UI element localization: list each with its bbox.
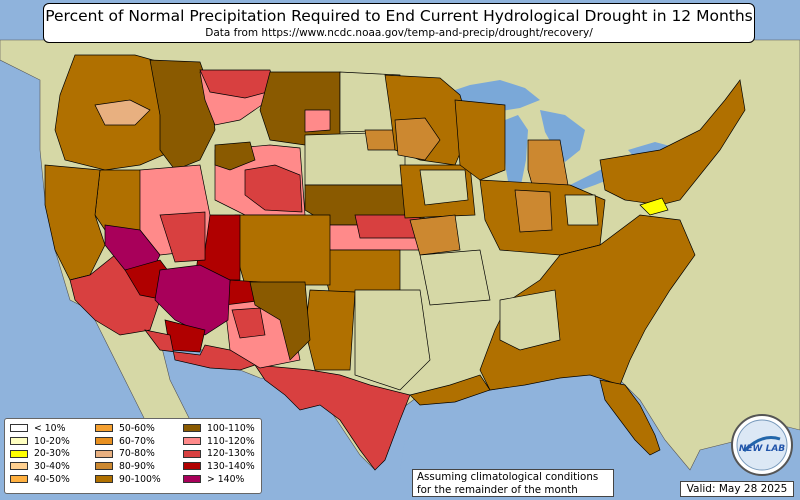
legend-column: 100-110% 110-120% 120-130% 130-140% > 140% (183, 422, 255, 485)
valid-date: Valid: May 28 2025 (680, 481, 794, 497)
region-mn-light (394, 117, 441, 161)
region-wy-brown (214, 141, 256, 171)
region-oh-terrain (564, 194, 599, 226)
legend-swatch (95, 424, 113, 433)
legend-item: 50-60% (95, 422, 161, 435)
legend-label: 50-60% (119, 422, 155, 434)
legend-label: 110-120% (207, 435, 255, 447)
legend-item: 60-70% (95, 435, 161, 448)
legend-swatch (10, 437, 28, 446)
legend-column: < 10% 10-20% 20-30% 30-40% 40-50% (10, 422, 70, 485)
region-ut-red (159, 211, 206, 263)
legend-label: 130-140% (207, 460, 255, 472)
region-nm-red2 (231, 307, 266, 339)
region-oh-light (514, 189, 553, 233)
region-az-purple (154, 264, 231, 336)
region-wa-light (94, 99, 151, 126)
legend-item: 120-130% (183, 447, 255, 460)
legend-item: 100-110% (183, 422, 255, 435)
region-fl (599, 379, 661, 456)
legend-swatch (10, 424, 28, 433)
region-ok (324, 249, 401, 296)
legend-label: 20-30% (34, 448, 70, 460)
region-ca-red (69, 254, 161, 336)
legend-swatch (95, 449, 113, 458)
legend-label: 10-20% (34, 435, 70, 447)
legend: < 10% 10-20% 20-30% 30-40% 40-50% 50-60% 60-7… (4, 418, 262, 494)
region-mo (409, 214, 461, 256)
region-mt-red (199, 69, 276, 99)
region-tx-brown (304, 289, 356, 371)
legend-item: > 140% (183, 473, 255, 486)
region-tx-red (254, 364, 411, 471)
legend-label: 120-130% (207, 448, 255, 460)
legend-item: 70-80% (95, 447, 161, 460)
gulf-of-mexico (400, 375, 650, 500)
logo-text: NEW LAB (739, 444, 785, 454)
assumption-note: Assuming climatological conditions for t… (412, 469, 614, 497)
title-box: Percent of Normal Precipitation Required… (43, 3, 755, 43)
note-line: Assuming climatological conditions (417, 471, 599, 483)
region-wy-red (244, 164, 303, 213)
region-se-terrain (499, 289, 561, 351)
legend-item: 40-50% (10, 473, 70, 486)
legend-item: < 10% (10, 422, 70, 435)
region-gulf-coast (409, 374, 491, 406)
legend-swatch (95, 437, 113, 446)
legend-item: 80-90% (95, 460, 161, 473)
legend-swatch (10, 449, 28, 458)
legend-label: 30-40% (34, 460, 70, 472)
legend-item: 30-40% (10, 460, 70, 473)
legend-swatch (183, 462, 201, 471)
legend-label: 100-110% (207, 422, 255, 434)
legend-label: 90-100% (119, 473, 161, 485)
legend-label: 80-90% (119, 460, 155, 472)
region-ks-red (354, 214, 421, 239)
region-az-red (144, 329, 256, 371)
region-wi (454, 99, 506, 181)
legend-item: 130-140% (183, 460, 255, 473)
legend-swatch (95, 462, 113, 471)
legend-swatch (10, 475, 28, 484)
region-mo-terrain (419, 249, 491, 306)
legend-label: > 140% (207, 473, 245, 485)
legend-item: 10-20% (10, 435, 70, 448)
legend-swatch (10, 462, 28, 471)
map-title: Percent of Normal Precipitation Required… (45, 7, 753, 25)
note-line: for the remainder of the month (417, 483, 578, 496)
legend-item: 20-30% (10, 447, 70, 460)
legend-item: 90-100% (95, 473, 161, 486)
legend-item: 110-120% (183, 435, 255, 448)
region-ia-light (419, 169, 469, 206)
region-ca-brown (44, 164, 106, 281)
legend-swatch (95, 475, 113, 484)
lake-huron (540, 110, 585, 162)
legend-column: 50-60% 60-70% 70-80% 80-90% 90-100% (95, 422, 161, 485)
legend-label: 60-70% (119, 435, 155, 447)
legend-swatch (183, 437, 201, 446)
region-nm-brown (249, 281, 311, 361)
region-md-yellow (639, 197, 669, 216)
map-subtitle: Data from https://www.ncdc.noaa.gov/temp… (205, 27, 593, 39)
legend-label: 70-80% (119, 448, 155, 460)
legend-label: 40-50% (34, 473, 70, 485)
legend-swatch (183, 475, 201, 484)
region-tx-terrain (354, 289, 431, 391)
legend-swatch (183, 449, 201, 458)
region-ne-us (599, 79, 746, 206)
legend-swatch (183, 424, 201, 433)
lab-logo: NEW LAB (731, 414, 793, 476)
region-co (234, 214, 331, 286)
region-sd-pink (304, 109, 331, 133)
lake-michigan (504, 115, 528, 192)
legend-label: < 10% (34, 422, 66, 434)
